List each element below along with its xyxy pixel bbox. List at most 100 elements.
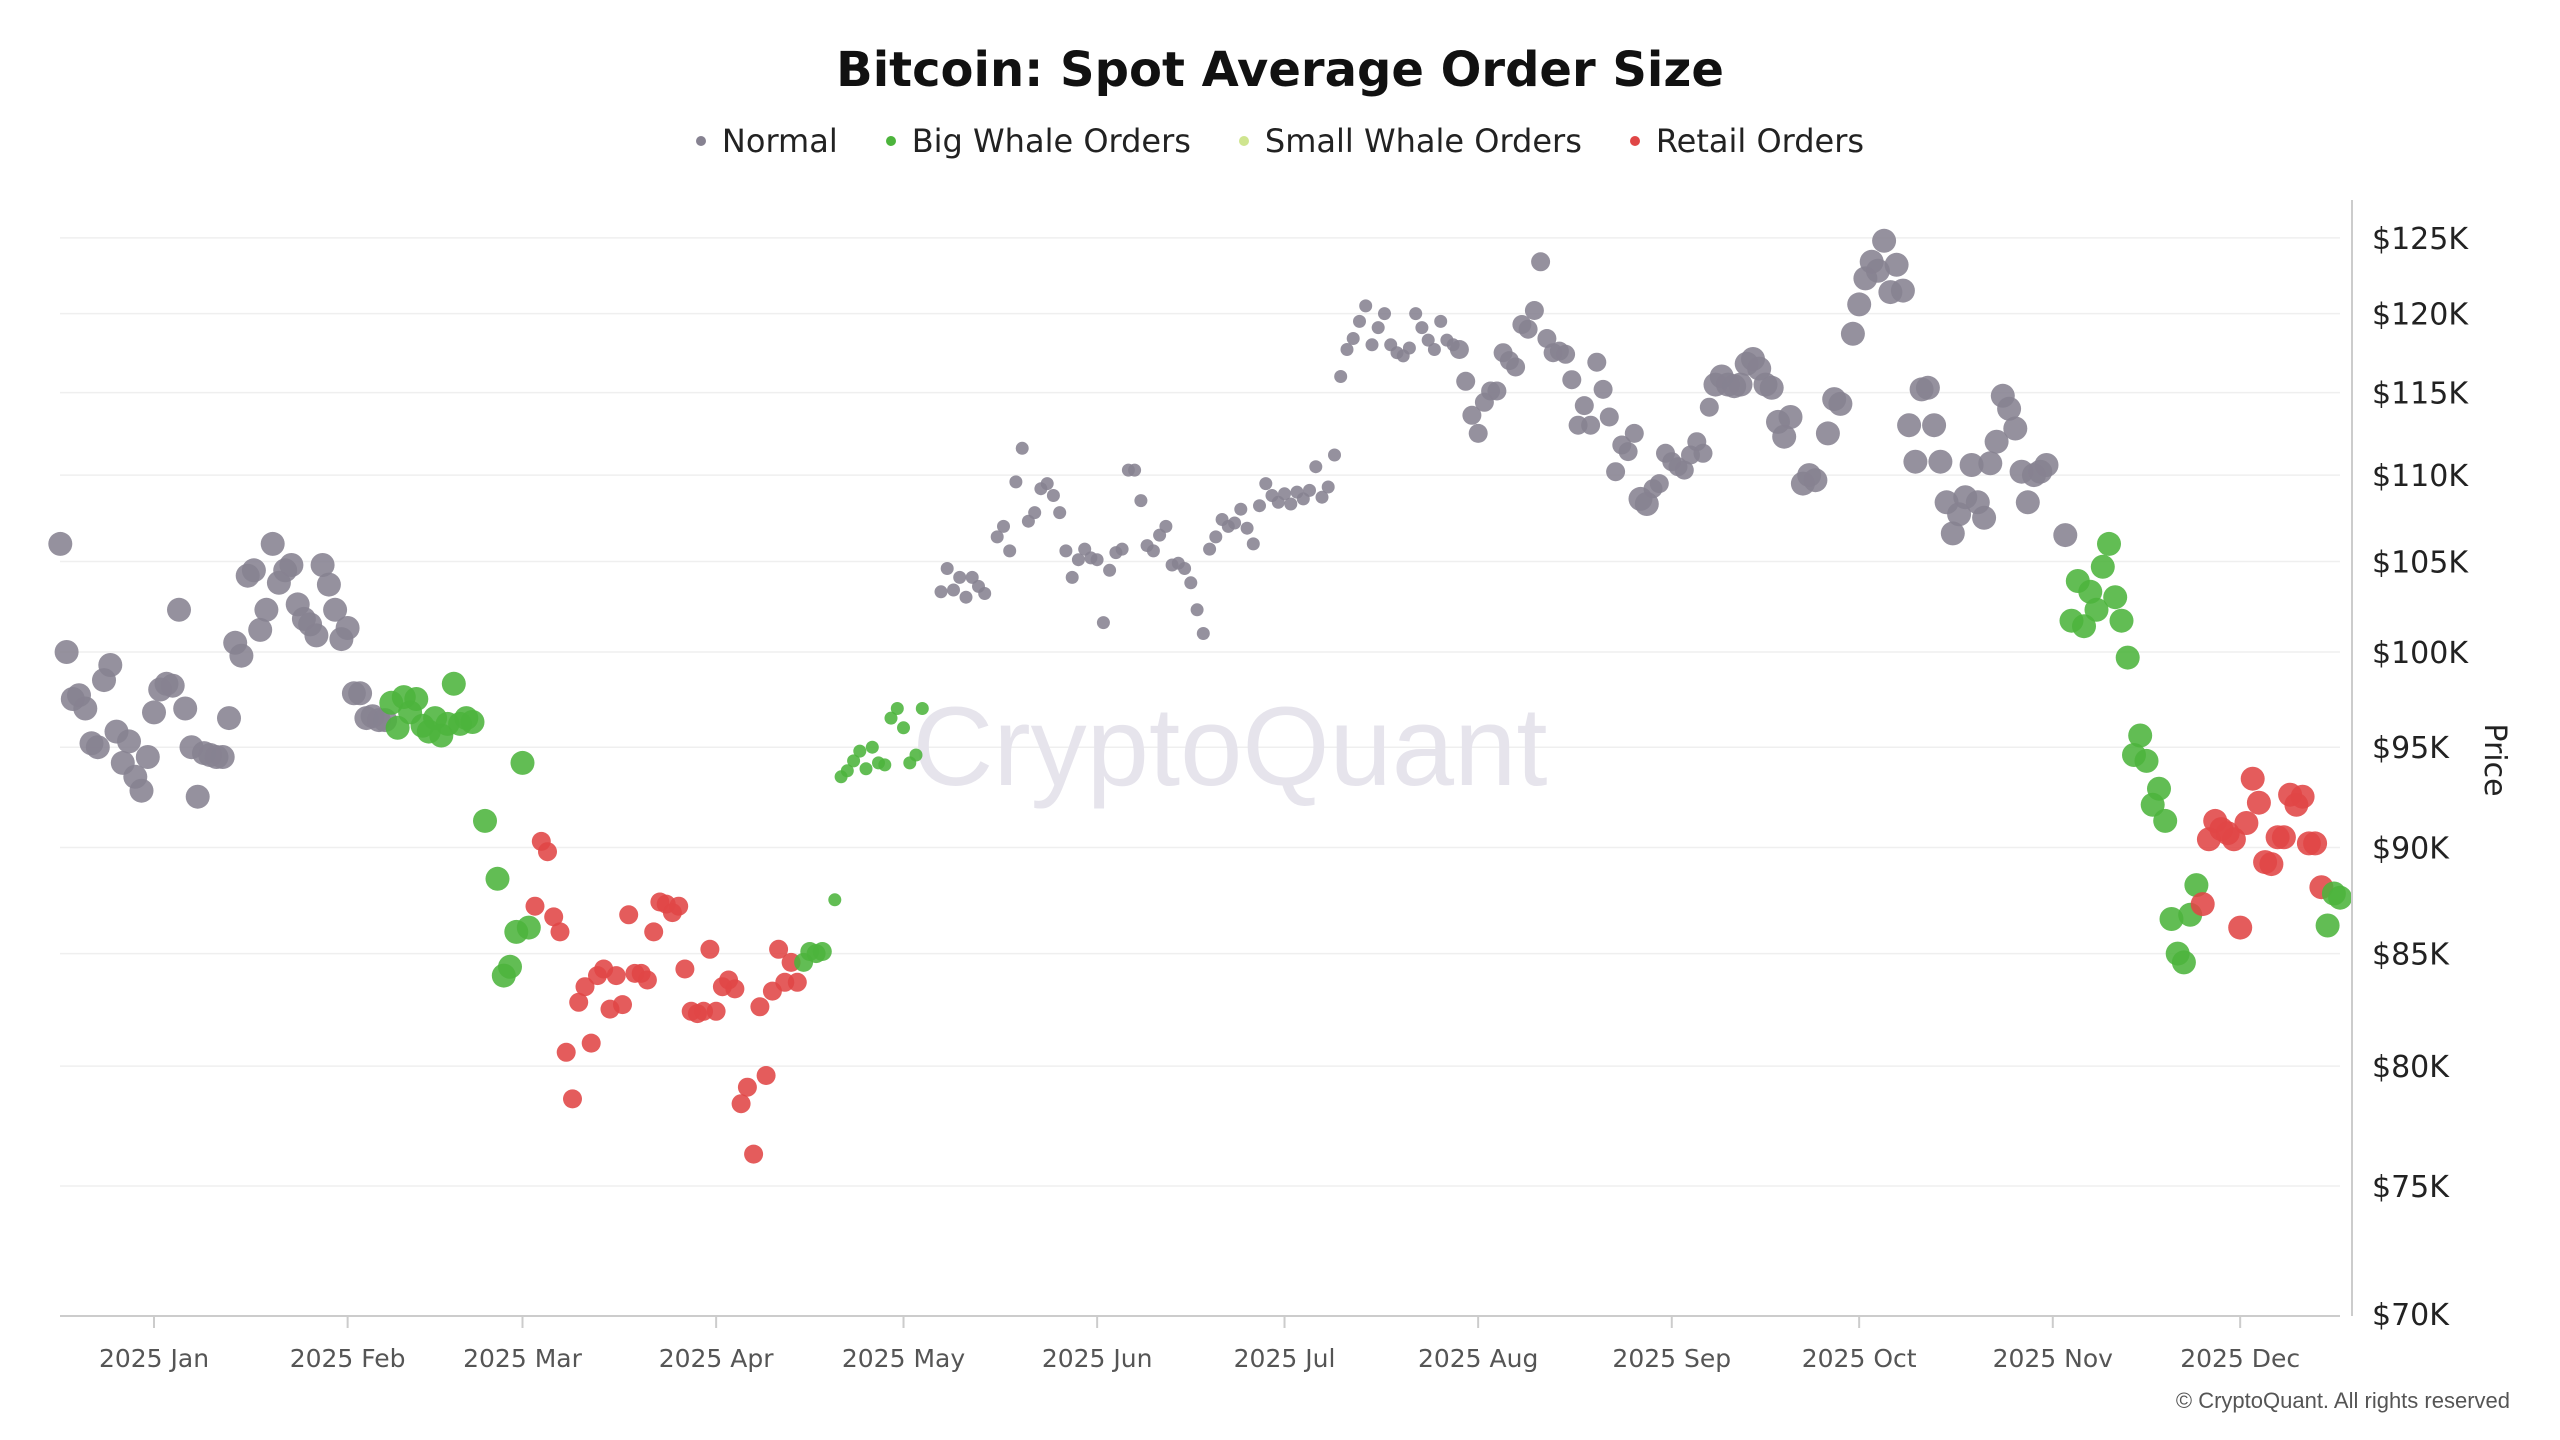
data-point-big-whale-orders[interactable] — [516, 915, 541, 940]
data-point-retail-orders[interactable] — [737, 1077, 757, 1097]
data-point-normal[interactable] — [304, 623, 329, 648]
data-point-normal[interactable] — [173, 696, 198, 721]
data-point-normal[interactable] — [310, 553, 335, 577]
data-point-normal[interactable] — [1972, 505, 1997, 530]
data-point-normal[interactable] — [1371, 321, 1385, 335]
data-point-normal[interactable] — [1253, 499, 1266, 513]
data-point-big-whale-orders[interactable] — [884, 711, 898, 725]
data-point-big-whale-orders[interactable] — [460, 710, 485, 734]
data-point-retail-orders[interactable] — [750, 997, 770, 1017]
data-point-normal[interactable] — [1518, 319, 1538, 339]
data-point-retail-orders[interactable] — [2290, 784, 2315, 809]
data-point-normal[interactable] — [129, 778, 154, 803]
data-point-retail-orders[interactable] — [569, 992, 589, 1012]
legend-item-normal[interactable]: Normal — [695, 122, 838, 160]
legend-item-small-whale[interactable]: Small Whale Orders — [1238, 122, 1582, 160]
data-point-normal[interactable] — [997, 519, 1010, 533]
data-point-normal[interactable] — [1537, 329, 1557, 348]
data-point-normal[interactable] — [953, 570, 967, 584]
data-point-normal[interactable] — [1759, 375, 1784, 400]
data-point-normal[interactable] — [1378, 307, 1391, 321]
data-point-normal[interactable] — [1246, 537, 1260, 551]
data-point-retail-orders[interactable] — [606, 966, 626, 986]
data-point-big-whale-orders[interactable] — [915, 702, 929, 715]
data-point-normal[interactable] — [965, 570, 979, 584]
data-point-normal[interactable] — [1046, 489, 1060, 502]
data-point-retail-orders[interactable] — [637, 970, 657, 990]
data-point-normal[interactable] — [1897, 413, 1922, 438]
data-point-normal[interactable] — [1581, 415, 1601, 435]
data-point-normal[interactable] — [1978, 451, 2003, 476]
data-point-normal[interactable] — [1128, 463, 1142, 477]
data-point-normal[interactable] — [1840, 321, 1865, 346]
data-point-big-whale-orders[interactable] — [2097, 531, 2121, 556]
data-point-normal[interactable] — [1415, 321, 1429, 335]
data-point-normal[interactable] — [1015, 441, 1029, 455]
data-point-normal[interactable] — [217, 706, 241, 731]
data-point-normal[interactable] — [1587, 352, 1607, 372]
data-point-normal[interactable] — [1624, 423, 1644, 443]
data-point-normal[interactable] — [210, 745, 235, 769]
data-point-normal[interactable] — [1096, 616, 1110, 630]
data-point-normal[interactable] — [248, 617, 273, 642]
data-point-normal[interactable] — [990, 530, 1004, 544]
data-point-retail-orders[interactable] — [700, 939, 720, 959]
data-point-retail-orders[interactable] — [575, 977, 595, 997]
data-point-normal[interactable] — [1071, 553, 1085, 567]
data-point-normal[interactable] — [1334, 370, 1348, 383]
data-point-normal[interactable] — [1984, 429, 2009, 454]
legend-item-retail[interactable]: Retail Orders — [1629, 122, 1864, 160]
data-point-normal[interactable] — [1524, 301, 1544, 320]
data-point-big-whale-orders[interactable] — [2078, 579, 2103, 604]
data-point-retail-orders[interactable] — [731, 1094, 751, 1114]
data-point-normal[interactable] — [1803, 468, 1828, 493]
data-point-normal[interactable] — [1178, 562, 1192, 575]
data-point-retail-orders[interactable] — [2240, 766, 2265, 791]
data-point-normal[interactable] — [254, 597, 279, 622]
data-point-retail-orders[interactable] — [2190, 892, 2215, 917]
data-point-normal[interactable] — [1487, 381, 1507, 401]
data-point-normal[interactable] — [1196, 627, 1210, 640]
data-point-retail-orders[interactable] — [756, 1066, 776, 1085]
data-point-normal[interactable] — [54, 640, 79, 664]
data-point-normal[interactable] — [1090, 553, 1104, 567]
data-point-normal[interactable] — [1531, 252, 1551, 272]
data-point-normal[interactable] — [2015, 490, 2040, 515]
data-point-normal[interactable] — [1865, 258, 1890, 283]
data-point-big-whale-orders[interactable] — [2153, 808, 2178, 833]
data-point-big-whale-orders[interactable] — [2072, 614, 2096, 639]
data-point-normal[interactable] — [279, 553, 304, 577]
data-point-big-whale-orders[interactable] — [473, 808, 497, 833]
data-point-normal[interactable] — [1203, 542, 1217, 556]
data-point-normal[interactable] — [1159, 519, 1173, 533]
data-point-normal[interactable] — [1346, 332, 1360, 345]
data-point-normal[interactable] — [2034, 453, 2059, 477]
data-point-normal[interactable] — [1618, 442, 1638, 462]
data-point-normal[interactable] — [260, 531, 285, 556]
data-point-normal[interactable] — [959, 590, 973, 604]
data-point-normal[interactable] — [1997, 396, 2022, 421]
data-point-retail-orders[interactable] — [2221, 827, 2246, 852]
data-point-normal[interactable] — [1321, 480, 1335, 494]
data-point-normal[interactable] — [1649, 474, 1669, 494]
data-point-big-whale-orders[interactable] — [2184, 873, 2209, 898]
data-point-retail-orders[interactable] — [675, 959, 695, 979]
data-point-retail-orders[interactable] — [769, 939, 789, 959]
data-point-normal[interactable] — [335, 616, 360, 640]
data-point-normal[interactable] — [1728, 372, 1753, 397]
data-point-normal[interactable] — [1593, 379, 1613, 399]
data-point-retail-orders[interactable] — [544, 907, 564, 927]
data-point-normal[interactable] — [135, 745, 160, 769]
data-point-retail-orders[interactable] — [2228, 915, 2253, 940]
data-point-normal[interactable] — [1456, 371, 1476, 391]
data-point-big-whale-orders[interactable] — [441, 671, 466, 696]
data-point-big-whale-orders[interactable] — [878, 758, 892, 772]
data-point-big-whale-orders[interactable] — [890, 702, 904, 715]
data-point-normal[interactable] — [947, 583, 960, 597]
data-point-normal[interactable] — [1847, 292, 1872, 317]
data-point-normal[interactable] — [1278, 487, 1291, 501]
data-point-normal[interactable] — [142, 700, 166, 725]
data-point-big-whale-orders[interactable] — [404, 687, 429, 711]
data-point-big-whale-orders[interactable] — [2159, 907, 2184, 931]
data-point-normal[interactable] — [1315, 490, 1329, 504]
